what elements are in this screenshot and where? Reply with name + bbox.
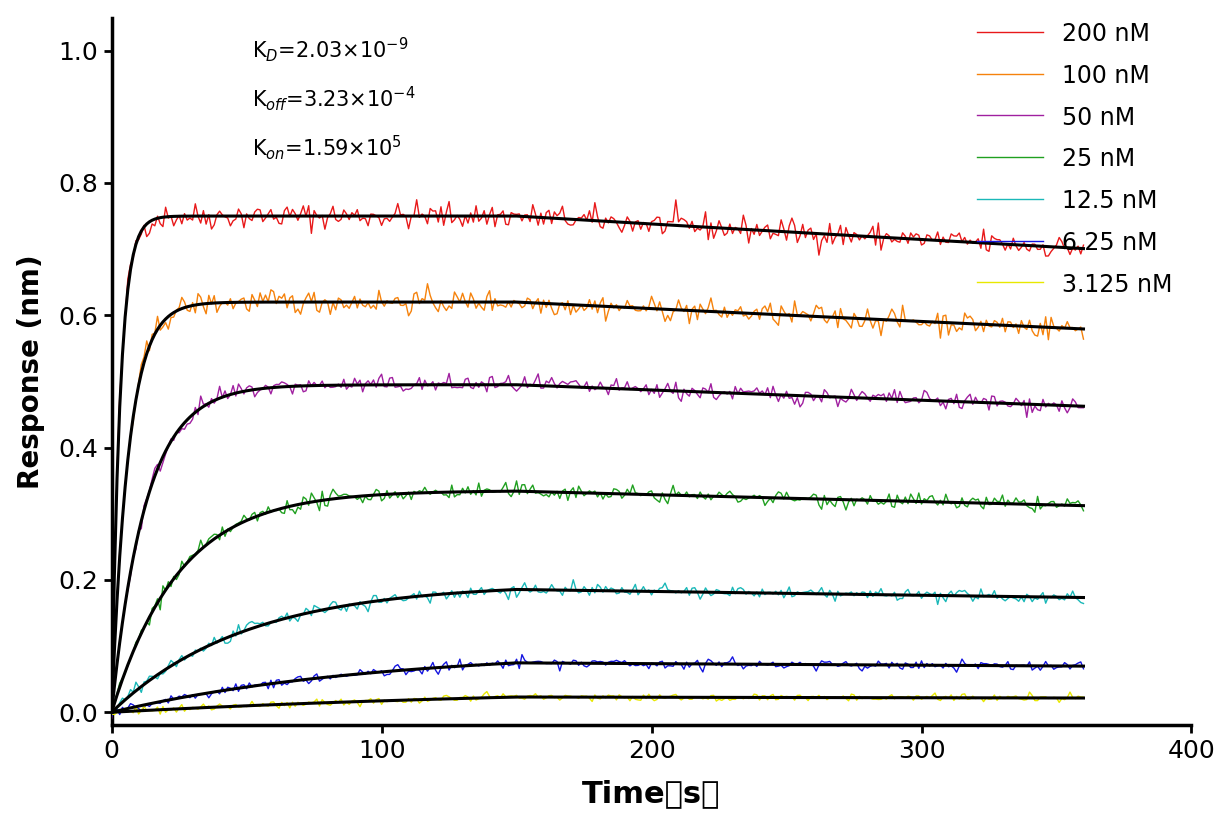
200 nM [285,205,299,214]
25 nM [692,487,707,497]
3.125 nM [479,686,494,696]
50 nM [692,393,707,403]
Line: 50 nM: 50 nM [112,374,1083,719]
6.25 nM [692,662,707,672]
12.5 nM [717,589,732,599]
25 nM [132,634,147,644]
200 nM [960,239,975,249]
25 nM [285,505,299,515]
6.25 nM [660,661,675,671]
100 nM [1076,334,1090,344]
100 nM [105,698,120,708]
25 nM [660,498,675,508]
200 nM [660,217,675,227]
12.5 nM [105,706,120,716]
100 nM [660,310,675,320]
50 nM [285,389,299,399]
Legend: 200 nM, 100 nM, 50 nM, 25 nM, 12.5 nM, 6.25 nM, 3.125 nM: 200 nM, 100 nM, 50 nM, 25 nM, 12.5 nM, 6… [970,15,1180,304]
25 nM [960,502,975,512]
100 nM [715,312,729,322]
3.125 nM [107,710,122,719]
6.25 nM [285,676,299,686]
50 nM [105,714,120,724]
200 nM [409,195,424,205]
6.25 nM [515,649,530,659]
6.25 nM [960,661,975,671]
100 nM [132,378,147,388]
Y-axis label: Response (nm): Response (nm) [17,254,44,489]
Line: 12.5 nM: 12.5 nM [112,580,1083,712]
12.5 nM [663,586,678,596]
3.125 nM [134,705,149,715]
Line: 200 nM: 200 nM [112,200,1083,709]
50 nM [715,388,729,398]
50 nM [442,369,457,379]
200 nM [132,235,147,245]
3.125 nM [695,694,710,704]
100 nM [960,313,975,323]
25 nM [105,699,120,709]
12.5 nM [107,707,122,717]
3.125 nM [717,694,732,704]
3.125 nM [105,709,120,719]
Line: 100 nM: 100 nM [112,284,1083,703]
12.5 nM [565,575,580,585]
50 nM [132,526,147,535]
3.125 nM [1076,692,1090,702]
50 nM [960,392,975,402]
200 nM [692,225,707,235]
6.25 nM [105,711,120,721]
12.5 nM [288,613,303,623]
100 nM [420,279,435,289]
200 nM [105,704,120,714]
12.5 nM [134,687,149,697]
Text: K$_{D}$=2.03×10$^{-9}$
K$_{off}$=3.23×10$^{-4}$
K$_{on}$=1.59×10$^{5}$: K$_{D}$=2.03×10$^{-9}$ K$_{off}$=3.23×10… [253,35,415,162]
Line: 6.25 nM: 6.25 nM [112,654,1083,716]
25 nM [1076,506,1090,516]
200 nM [1076,240,1090,250]
3.125 nM [288,701,303,711]
Line: 25 nM: 25 nM [112,481,1083,704]
X-axis label: Time（s）: Time（s） [583,780,721,808]
100 nM [285,290,299,300]
100 nM [692,299,707,309]
6.25 nM [132,704,147,714]
3.125 nM [962,694,977,704]
Line: 3.125 nM: 3.125 nM [112,691,1083,714]
200 nM [715,223,729,233]
12.5 nM [695,589,710,599]
50 nM [660,379,675,389]
3.125 nM [663,691,678,701]
25 nM [509,476,524,486]
25 nM [715,490,729,500]
12.5 nM [962,591,977,601]
50 nM [1076,403,1090,412]
12.5 nM [1076,598,1090,608]
6.25 nM [715,662,729,672]
6.25 nM [1076,664,1090,674]
